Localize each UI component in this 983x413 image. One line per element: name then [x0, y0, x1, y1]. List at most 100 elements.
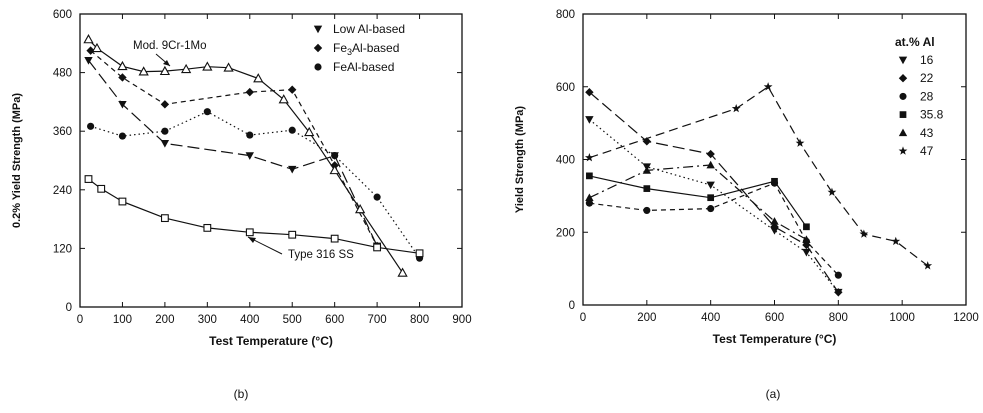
legend-label: Fe3Al-based [333, 41, 399, 57]
data-point [415, 249, 424, 258]
annotation-type-316-ss: Type 316 SS [288, 249, 354, 261]
data-point [202, 61, 213, 71]
series-feal-based [87, 108, 424, 262]
data-point [803, 223, 810, 231]
legend-label: 43 [920, 126, 934, 140]
data-point [203, 223, 212, 232]
data-point [706, 181, 715, 190]
x-tick-label: 600 [765, 312, 784, 324]
data-point [731, 103, 741, 113]
legend-marker [314, 63, 322, 71]
data-point [330, 234, 339, 243]
series-line [90, 50, 378, 247]
data-point [278, 94, 289, 104]
data-point [584, 153, 594, 162]
data-point [138, 66, 149, 76]
series-line [589, 91, 839, 293]
data-point [706, 160, 715, 169]
legend-marker [898, 74, 908, 83]
legend-label: 28 [920, 89, 934, 103]
data-point [288, 165, 297, 174]
data-point [118, 73, 127, 82]
data-point [586, 172, 593, 180]
panel-b: 0 100 200 300 400 500 600 700 800 900 0 120 240 360 48… [11, 9, 472, 401]
x-tick-label: 700 [368, 314, 387, 326]
x-tick-label: 200 [155, 314, 174, 326]
data-point [643, 185, 651, 192]
data-point [87, 122, 95, 130]
data-point [304, 126, 315, 137]
y-tick-label: 600 [556, 82, 575, 94]
data-point [331, 152, 339, 160]
data-point [245, 228, 254, 237]
data-point [160, 100, 170, 109]
data-point [771, 177, 778, 185]
x-tick-label: 400 [240, 314, 259, 326]
y-tick-label: 200 [556, 227, 575, 239]
data-point [763, 82, 773, 91]
data-point [834, 288, 843, 297]
y-tick-label: 600 [53, 9, 72, 21]
series-line [88, 178, 420, 254]
y-axis-label-b: 0.2% Yield Strength (MPa) [11, 93, 23, 228]
legend-title-a: at.% Al [895, 35, 935, 49]
series-47 [584, 82, 933, 270]
data-point [118, 132, 127, 140]
data-point [160, 214, 169, 223]
data-point [97, 184, 106, 193]
series-mod-9cr-1mo [83, 34, 408, 277]
data-point [118, 197, 127, 206]
data-point [117, 60, 128, 71]
x-axis-label-b: Test Temperature (°C) [209, 334, 333, 348]
annotation-mod-9cr-1mo: Mod. 9Cr-1Mo [133, 40, 207, 52]
data-point [642, 166, 652, 174]
data-point [397, 267, 408, 277]
data-point [245, 87, 254, 97]
y-tick-label: 360 [53, 126, 72, 138]
y-tick-label: 0 [66, 302, 72, 314]
data-point [354, 204, 366, 214]
legend-marker [898, 128, 908, 137]
y-tick-label: 240 [53, 185, 72, 197]
y-axis-label-a: Yield Strength (MPa) [514, 106, 526, 213]
panel-caption-a: (a) [766, 387, 781, 401]
data-point [83, 34, 94, 44]
series-line [589, 85, 929, 267]
y-tick-label: 120 [53, 243, 72, 255]
panel-caption-b: (b) [234, 387, 249, 401]
data-point [246, 131, 254, 139]
legend-a: 16 22 28 35.8 43 47 [898, 53, 944, 158]
data-point [253, 73, 264, 83]
legend-label: 35.8 [920, 108, 944, 122]
series-43 [585, 160, 811, 243]
data-point [643, 206, 651, 214]
legend-marker [898, 146, 908, 155]
legend-marker [899, 92, 907, 100]
data-point [373, 243, 382, 252]
panel-a-marks: 0 200 400 600 800 1000 1200 0 200 400 600 800 [556, 9, 979, 324]
data-point [160, 140, 170, 148]
data-point [707, 205, 715, 213]
data-point [802, 235, 811, 243]
legend-marker [313, 43, 323, 53]
series-line [589, 119, 839, 293]
data-point [834, 271, 842, 279]
legend-label: 47 [920, 144, 934, 158]
y-tick-label: 400 [556, 155, 575, 167]
series-16 [585, 116, 843, 297]
x-tick-label: 100 [113, 314, 132, 326]
data-point [795, 138, 805, 147]
legend-label: Low Al-based [333, 22, 405, 36]
x-tick-label: 600 [325, 314, 344, 326]
series-22 [585, 88, 843, 297]
series-type-316-ss [84, 175, 424, 258]
panel-b-marks: 0 100 200 300 400 500 600 700 800 900 0 120 240 360 48… [53, 9, 472, 326]
data-point [288, 230, 297, 239]
legend-marker [898, 56, 908, 65]
series-35-8 [586, 172, 810, 231]
annotation-arrow-316ss [247, 236, 283, 255]
series-line [589, 182, 839, 276]
data-point [288, 85, 297, 94]
data-point [84, 57, 93, 65]
